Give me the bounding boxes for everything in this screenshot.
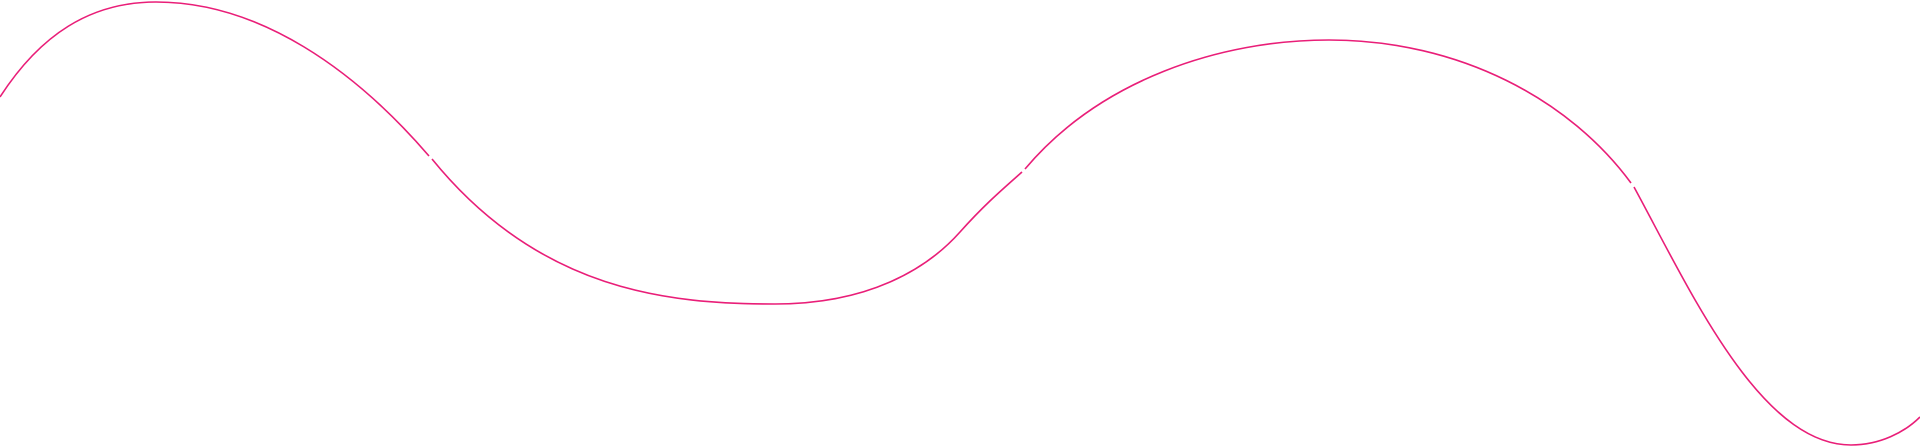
wave-segment-2 bbox=[431, 158, 1023, 305]
wave-segment-3 bbox=[1024, 39, 1632, 184]
wave-segment-4 bbox=[1633, 186, 1920, 446]
wave-segment-1 bbox=[0, 1, 430, 157]
